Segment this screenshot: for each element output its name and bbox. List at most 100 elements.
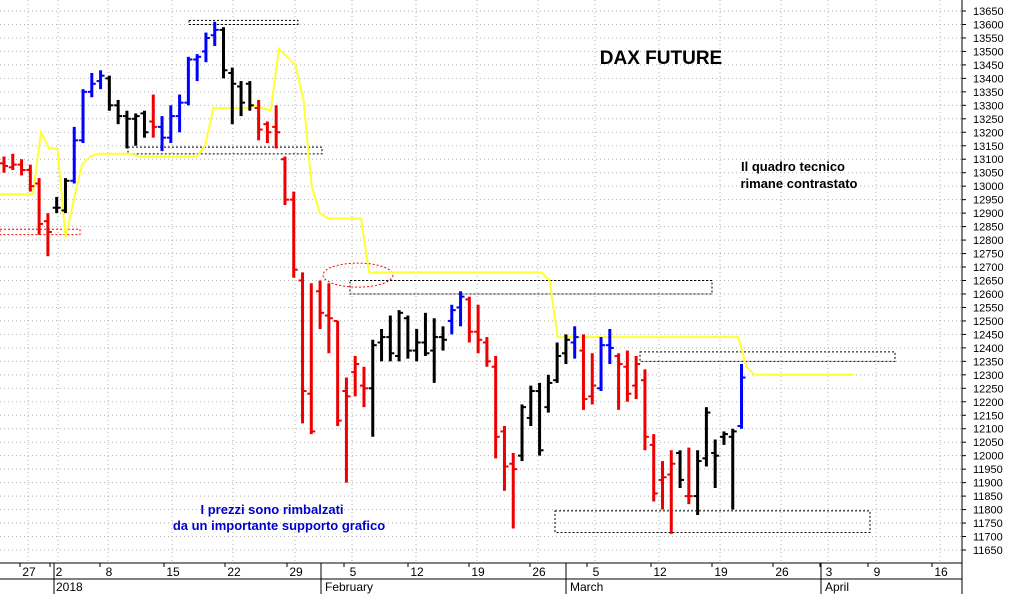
y-tick-label: 12200 (973, 397, 1004, 409)
x-tick-label: 16 (934, 565, 948, 579)
ohlc-bar (579, 334, 588, 410)
y-tick-label: 12500 (973, 316, 1004, 328)
ohlc-bar (535, 382, 544, 456)
y-tick-label: 12250 (973, 383, 1004, 395)
ohlc-bar (35, 178, 44, 235)
ohlc-bar (333, 319, 342, 427)
y-tick-label: 12400 (973, 343, 1004, 355)
ohlc-bar (237, 81, 246, 117)
ohlc-bar (439, 326, 447, 351)
ohlc-bar (377, 329, 386, 362)
month-label: March (570, 580, 603, 594)
ohlc-bar (684, 447, 693, 505)
ohlc-bar (386, 315, 395, 362)
y-tick-label: 12550 (973, 302, 1004, 314)
ohlc-bar (43, 213, 52, 257)
y-tick-label: 13550 (973, 33, 1004, 45)
ohlc-bar (316, 280, 325, 330)
support-box-top (127, 146, 323, 155)
y-tick-label: 13100 (973, 154, 1004, 166)
y-tick-label: 13300 (973, 100, 1004, 112)
ohlc-bar (114, 99, 123, 125)
ohlc-bar (526, 385, 535, 427)
y-tick-label: 12600 (973, 289, 1004, 301)
ohlc-bar (368, 339, 377, 437)
y-tick-label: 12300 (973, 370, 1004, 382)
ohlc-bar (280, 156, 289, 206)
ohlc-bar (0, 156, 8, 173)
y-tick-label: 12800 (973, 235, 1004, 247)
ohlc-bar (79, 89, 88, 144)
x-tick-label: 12 (653, 565, 667, 579)
x-tick-label: 5 (350, 565, 357, 579)
ohlc-bar (359, 366, 368, 408)
ohlc-bar (219, 27, 228, 79)
ohlc-bar (351, 355, 360, 397)
x-tick-label: 2 (56, 565, 63, 579)
y-tick-label: 12450 (973, 329, 1004, 341)
x-tick-label: 26 (775, 565, 789, 579)
ohlc-bar (324, 283, 333, 354)
y-tick-label: 13400 (973, 73, 1004, 85)
price-bars (0, 21, 746, 534)
y-tick-label: 12050 (973, 437, 1004, 449)
ohlc-bar (518, 404, 527, 462)
ohlc-bar (105, 75, 114, 111)
ohlc-bar (52, 196, 61, 214)
y-tick-label: 12850 (973, 222, 1004, 234)
y-tick-label: 12350 (973, 356, 1004, 368)
ohlc-bar (693, 450, 702, 515)
y-tick-label: 13050 (973, 168, 1004, 180)
ohlc-bar (447, 304, 456, 335)
y-tick-label: 13500 (973, 46, 1004, 58)
ohlc-bar (175, 94, 184, 133)
ohlc-bar (193, 54, 202, 82)
ohlc-bar (298, 272, 307, 424)
ohlc-bar (263, 121, 272, 144)
y-tick-label: 12900 (973, 208, 1004, 220)
y-tick-label: 12150 (973, 410, 1004, 422)
ohlc-bar (158, 116, 167, 152)
ohlc-bar (228, 67, 237, 125)
ohlc-bar (26, 164, 35, 192)
ohlc-bar (588, 353, 597, 405)
note-bottom-line-1: I prezzi sono rimbalzati (200, 502, 343, 517)
ohlc-bar (623, 350, 632, 402)
ohlc-bar (421, 312, 430, 356)
ohlc-bar (70, 126, 79, 184)
note-bottom-line-2: da un importante supporto grafico (173, 518, 385, 533)
y-tick-label: 11850 (973, 491, 1003, 503)
ohlc-bar (430, 318, 439, 383)
note-top-line-1: Il quadro tecnico (741, 159, 845, 174)
y-tick-label: 11650 (973, 545, 1003, 557)
ohlc-bar (149, 94, 158, 138)
y-tick-label: 13450 (973, 60, 1004, 72)
ohlc-bar (140, 110, 149, 138)
ohlc-bar (711, 439, 720, 489)
ohlc-bar (166, 105, 175, 144)
x-tick-label: 22 (227, 565, 241, 579)
note-top-line-2: rimane contrastato (740, 176, 857, 191)
ohlc-bar (737, 364, 746, 429)
y-tick-label: 13350 (973, 87, 1004, 99)
ohlc-bar (509, 452, 518, 529)
ohlc-bar (500, 426, 509, 491)
ohlc-bar (17, 159, 26, 176)
ohlc-bar (201, 32, 210, 63)
ohlc-bar (8, 153, 17, 171)
ohlc-bar (307, 283, 316, 435)
ohlc-bar (570, 326, 579, 359)
x-tick-label: 29 (289, 565, 303, 579)
ohlc-bar (614, 353, 623, 410)
moving-line-path (0, 46, 853, 376)
ohlc-bar (561, 334, 570, 365)
month-label: February (325, 580, 373, 594)
ohlc-bar (412, 329, 421, 362)
highlight-ellipse (322, 262, 394, 288)
x-tick-label: 3 (826, 565, 833, 579)
x-axis: 27 2 8 15 22 29 5 12 19 26 5 12 19 26 3 9 16 2018 February… (19, 563, 948, 594)
ohlc-bar (553, 342, 562, 383)
y-tick-label: 12700 (973, 262, 1004, 274)
resistance-box-mid (349, 280, 713, 295)
